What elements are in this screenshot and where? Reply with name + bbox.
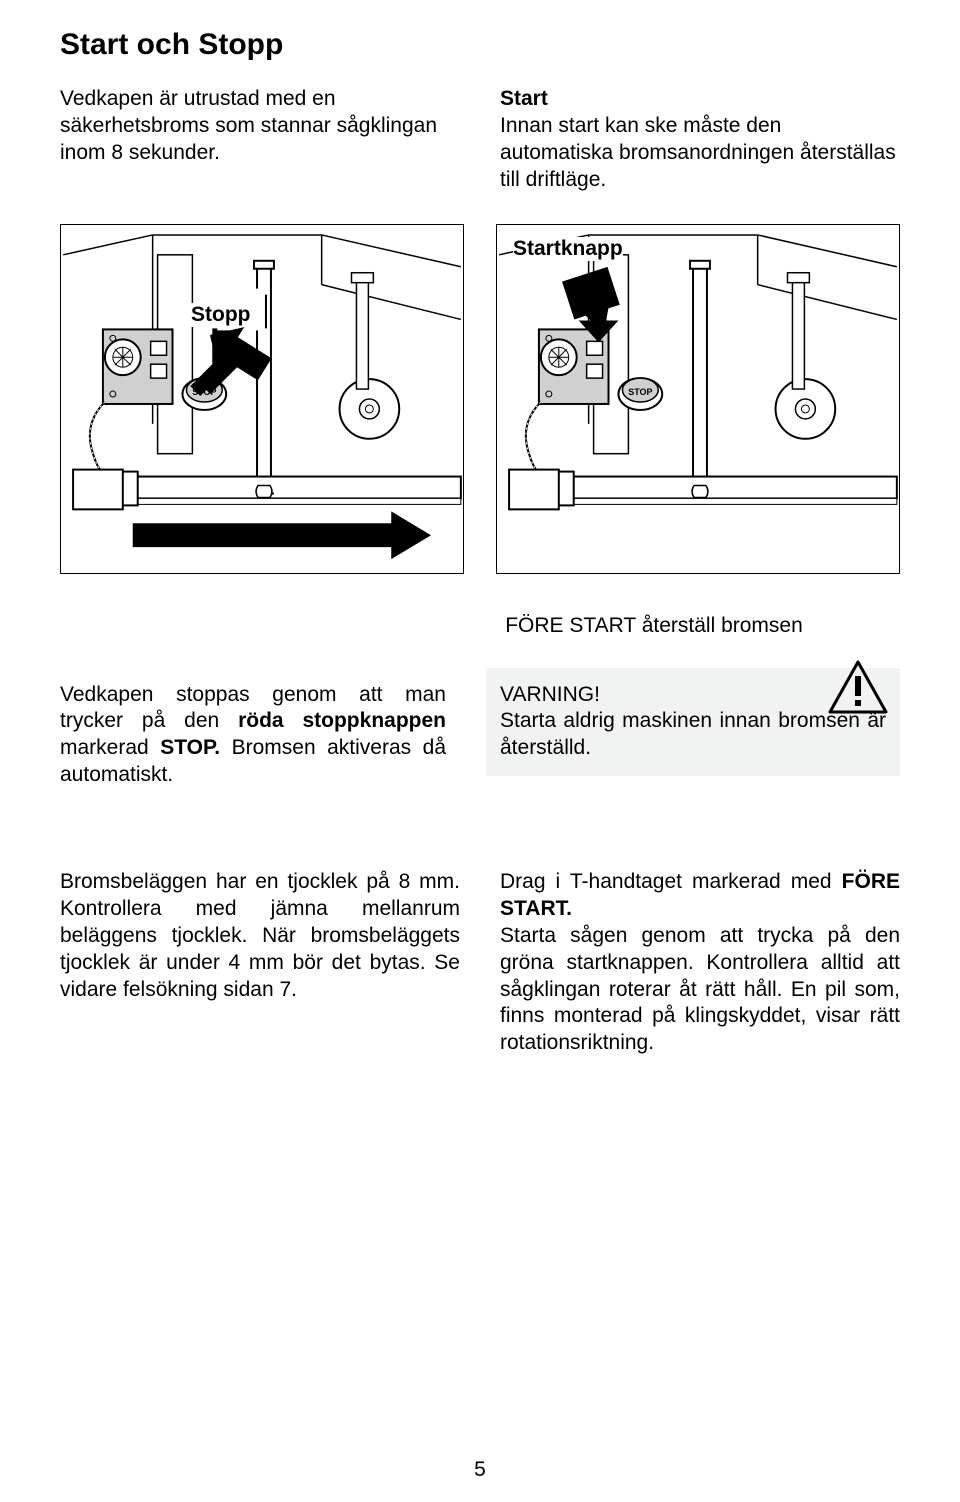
bottom-right: Drag i T-handtaget markerad med FÖRE STA… xyxy=(500,869,900,1057)
mid-left: Vedkapen stoppas genom att man trycker p… xyxy=(60,668,446,790)
warning-head: VARNING! xyxy=(500,683,600,706)
svg-text:STOP: STOP xyxy=(628,387,652,397)
diagram-start: Startknapp STO xyxy=(496,224,900,574)
intro-columns: Vedkapen är utrustad med en säkerhetsbro… xyxy=(60,86,900,194)
warning-box: VARNING! Starta aldrig maskinen innan br… xyxy=(486,668,900,777)
bottom-columns: Bromsbeläggen har en tjocklek på 8 mm. K… xyxy=(60,869,900,1057)
bottom-right-1: Drag i T-handtaget markerad med xyxy=(500,870,842,893)
diagram-stop-label: Stopp xyxy=(191,303,250,327)
mid-columns: Vedkapen stoppas genom att man trycker p… xyxy=(60,668,900,790)
diagram-start-svg: STOP xyxy=(497,225,899,573)
mid-left-2: markerad xyxy=(60,736,160,759)
warning-icon xyxy=(828,660,888,715)
intro-left: Vedkapen är utrustad med en säkerhetsbro… xyxy=(60,86,460,194)
intro-right-body: Innan start kan ske måste den automatisk… xyxy=(500,114,896,191)
diagram-stop-svg: STOP xyxy=(61,225,463,573)
bottom-left: Bromsbeläggen har en tjocklek på 8 mm. K… xyxy=(60,869,460,1057)
mid-left-bold2: STOP. xyxy=(160,736,220,759)
intro-right-head: Start xyxy=(500,87,548,110)
intro-right: Start Innan start kan ske måste den auto… xyxy=(500,86,900,194)
diagram-caption: FÖRE START återställ bromsen xyxy=(60,614,900,638)
diagram-start-label: Startknapp xyxy=(513,237,623,261)
diagram-stop: Stopp xyxy=(60,224,464,574)
page-title: Start och Stopp xyxy=(60,28,900,62)
diagram-row: Stopp xyxy=(60,224,900,574)
bottom-right-2: Starta sågen genom att trycka på den grö… xyxy=(500,924,900,1055)
warning-body: Starta aldrig maskinen innan bromsen är … xyxy=(500,709,886,759)
mid-left-bold1: röda stoppknappen xyxy=(238,709,446,732)
page-number: 5 xyxy=(0,1458,960,1482)
